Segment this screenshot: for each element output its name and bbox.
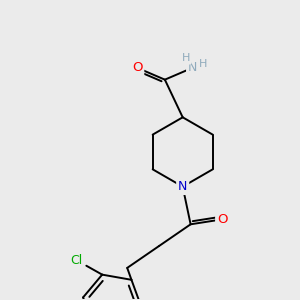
- Text: O: O: [132, 61, 142, 74]
- Text: Cl: Cl: [70, 254, 82, 267]
- Text: O: O: [217, 213, 228, 226]
- Text: N: N: [178, 180, 188, 193]
- Text: H: H: [182, 53, 190, 63]
- Text: H: H: [199, 59, 208, 69]
- Text: N: N: [188, 61, 197, 74]
